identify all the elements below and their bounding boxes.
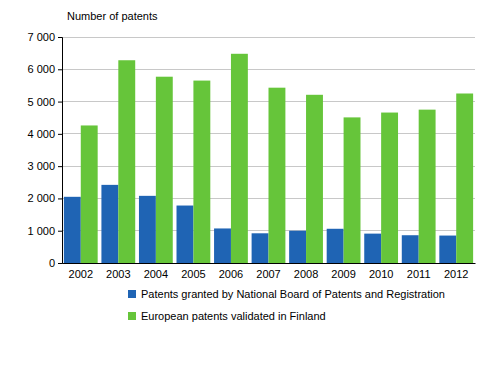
y-tick-mark [58,102,62,103]
x-tick-label: 2004 [144,268,168,280]
y-tick-label: 7 000 [27,31,55,43]
bar [64,197,81,263]
chart: 0 1 000 2 000 3 000 4 000 5 000 6 000 7 000 2002… [0,0,493,366]
y-tick-label: 2 000 [27,192,55,204]
bars [64,54,473,263]
x-tick-label: 2009 [331,268,355,280]
x-tick-label: 2011 [407,268,431,280]
y-tick: 6 000 [27,63,62,75]
bar [252,233,269,263]
x-tick-label: 2008 [294,268,318,280]
plot: 0 1 000 2 000 3 000 4 000 5 000 6 000 7 000 2002… [27,31,475,280]
bar [101,185,118,263]
legend: Patents granted by National Board of Pat… [128,288,445,322]
legend-label: European patents validated in Finland [141,310,326,322]
x-axis-line [63,263,476,264]
y-axis: 0 1 000 2 000 3 000 4 000 5 000 6 000 7 000 [27,31,62,269]
bar-series [81,54,473,263]
legend-swatch [128,312,136,320]
y-tick-mark [58,231,62,232]
y-tick: 3 000 [27,160,62,172]
y-tick: 5 000 [27,96,62,108]
grid-line [62,37,475,38]
legend-label: Patents granted by National Board of Pat… [141,288,445,300]
y-tick-label: 1 000 [27,225,55,237]
x-tick: 2011 [407,263,431,280]
y-tick-mark [58,263,62,264]
legend-item: Patents granted by National Board of Pat… [128,288,445,300]
x-tick: 2003 [106,263,130,280]
bar [193,81,210,263]
y-tick: 7 000 [27,31,62,43]
x-tick: 2006 [219,263,243,280]
x-axis: 2002 2003 2004 2005 2006 2007 2008 2009 2010 2011… [63,263,476,280]
x-tick: 2007 [256,263,280,280]
y-tick-label: 3 000 [27,160,55,172]
y-tick-label: 0 [49,257,55,269]
bar [419,110,436,263]
y-tick: 1 000 [27,225,62,237]
y-tick: 4 000 [27,128,62,140]
bar [439,236,456,263]
bar [402,235,419,263]
y-axis-line [58,38,63,264]
x-tick-label: 2012 [444,268,468,280]
x-tick-label: 2003 [106,268,130,280]
y-tick-label: 5 000 [27,96,55,108]
x-tick: 2008 [294,263,318,280]
bar [156,77,173,263]
x-tick: 2012 [444,263,468,280]
legend-item: European patents validated in Finland [128,310,326,322]
bar [214,228,231,263]
bar [327,229,344,263]
y-tick-mark [58,198,62,199]
x-tick-label: 2007 [256,268,280,280]
legend-swatch [128,290,136,298]
bar [269,88,286,263]
bar [231,54,248,263]
x-tick: 2004 [144,263,168,280]
grid [62,37,475,263]
bar [118,60,135,263]
x-tick-label: 2002 [69,268,93,280]
bar [306,95,323,263]
y-tick: 2 000 [27,192,62,204]
y-tick-mark [58,37,62,38]
x-tick-label: 2005 [181,268,205,280]
x-tick-label: 2010 [369,268,393,280]
y-tick-label: 6 000 [27,63,55,75]
y-tick-mark [58,134,62,135]
x-tick: 2002 [69,263,93,280]
y-tick-mark [58,166,62,167]
bar [456,94,473,264]
bar [177,206,194,263]
bar [364,234,381,263]
x-tick: 2009 [331,263,355,280]
y-tick-label: 4 000 [27,128,55,140]
bar [381,113,398,263]
bar [344,117,361,263]
x-tick: 2010 [369,263,393,280]
y-axis-title: Number of patents [67,10,158,22]
bar [139,196,156,263]
bar [81,125,98,263]
x-tick-label: 2006 [219,268,243,280]
bar [289,231,306,263]
y-tick-mark [58,69,62,70]
x-tick: 2005 [181,263,205,280]
y-tick: 0 [49,257,62,269]
